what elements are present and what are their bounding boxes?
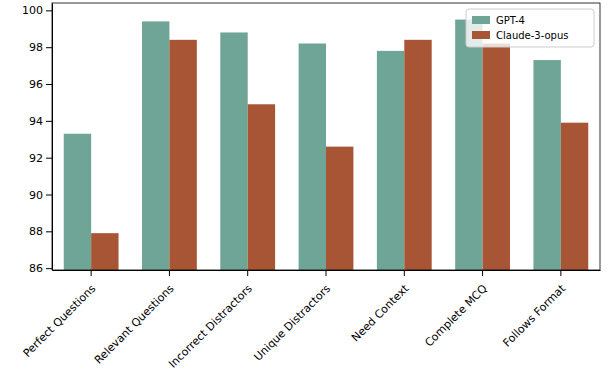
x-tick-mark: [560, 270, 561, 276]
x-tick: Complete MCQ: [422, 270, 490, 349]
y-tick-mark: [46, 158, 52, 159]
y-tick-mark: [46, 231, 52, 232]
bar: [533, 60, 560, 270]
legend-label: Claude-3-opus: [496, 30, 569, 41]
bar: [377, 51, 404, 270]
y-tick: 86: [29, 262, 52, 275]
x-tick-label: Incorrect Distractors: [166, 282, 255, 371]
y-tick-label: 100: [22, 4, 43, 17]
y-tick-mark: [46, 84, 52, 85]
x-axis: Perfect QuestionsRelevant QuestionsIncor…: [21, 270, 601, 371]
x-tick-mark: [91, 270, 92, 276]
y-tick: 98: [29, 41, 52, 54]
x-tick-mark: [169, 270, 170, 276]
y-axis-line: [52, 4, 53, 271]
x-tick-mark: [482, 270, 483, 276]
x-tick-label: Perfect Questions: [21, 282, 99, 360]
y-tick-label: 98: [29, 41, 43, 54]
y-tick: 96: [29, 78, 52, 91]
bar: [64, 134, 91, 270]
bar: [169, 40, 196, 270]
y-tick-label: 88: [29, 225, 43, 238]
y-tick: 90: [29, 189, 52, 202]
y-tick-mark: [46, 195, 52, 196]
x-tick-mark: [326, 270, 327, 276]
bar: [455, 20, 482, 270]
bar: [299, 44, 326, 270]
y-tick: 94: [29, 115, 52, 128]
x-tick-label: Relevant Questions: [92, 282, 177, 367]
bar: [326, 147, 353, 270]
bar: [561, 123, 588, 270]
legend: GPT-4 Claude-3-opus: [466, 9, 594, 47]
bar: [91, 233, 118, 270]
y-tick: 88: [29, 225, 52, 238]
bar: [404, 40, 431, 270]
y-axis: 86 88 90 92 94 96 98 100: [22, 4, 53, 276]
y-tick-label: 86: [29, 262, 43, 275]
bar: [483, 44, 510, 270]
plot: 86 88 90 92 94 96 98 100 Perfect QuestionsReleva…: [21, 3, 601, 371]
legend-entry: GPT-4: [472, 15, 525, 26]
bar: [220, 32, 247, 270]
frame: [52, 3, 600, 270]
y-tick-mark: [46, 268, 52, 269]
y-tick-label: 96: [29, 78, 43, 91]
x-tick-mark: [404, 270, 405, 276]
y-tick-mark: [46, 10, 52, 11]
legend-label: GPT-4: [496, 15, 525, 26]
bar: [142, 21, 169, 270]
y-tick-label: 94: [29, 115, 43, 128]
x-tick: Need Context: [349, 270, 412, 344]
x-tick: Relevant Questions: [92, 270, 177, 367]
legend-entry: Claude-3-opus: [472, 30, 569, 41]
bar: [248, 104, 275, 270]
x-tick-label: Unique Distractors: [252, 282, 334, 364]
y-tick: 92: [29, 152, 52, 165]
bars: [64, 20, 589, 270]
x-tick: Unique Distractors: [252, 270, 334, 364]
x-tick-label: Follows Format: [501, 282, 569, 350]
chart: 86 88 90 92 94 96 98 100 Perfect QuestionsReleva…: [0, 0, 608, 390]
y-tick-mark: [46, 121, 52, 122]
x-tick-label: Need Context: [349, 282, 412, 345]
y-tick-label: 90: [29, 189, 43, 202]
y-tick-label: 92: [29, 152, 43, 165]
x-tick: Incorrect Distractors: [166, 270, 255, 371]
x-tick: Perfect Questions: [21, 270, 99, 360]
legend-swatch: [472, 31, 490, 39]
legend-swatch: [472, 16, 490, 24]
x-tick: Follows Format: [501, 270, 569, 350]
legend-box: [466, 9, 594, 47]
x-tick-label: Complete MCQ: [422, 282, 490, 350]
y-tick-mark: [46, 47, 52, 48]
x-tick-mark: [247, 270, 248, 276]
y-tick: 100: [22, 4, 52, 17]
